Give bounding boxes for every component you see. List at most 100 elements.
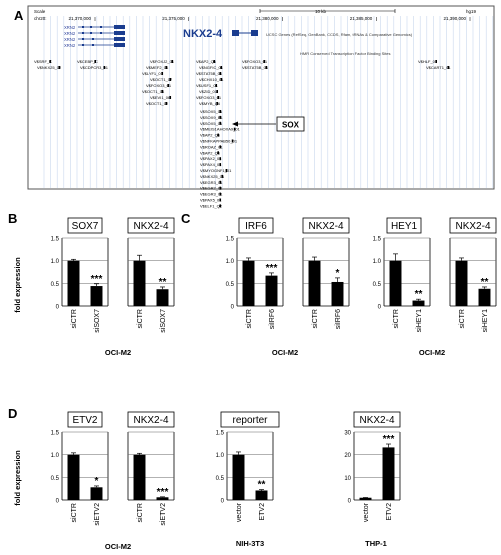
panel-b-xlabel: OCI-M2 [105,348,131,357]
tfbs-site-mark [233,127,236,131]
tfbs-site-mark [447,66,450,69]
chart-title-box [67,217,103,234]
sox-label: SOX [282,121,300,130]
tfbs-site-mark [219,163,222,167]
tfbs-label: V$EGR3_01 [200,192,223,197]
tfbs-site-mark [219,115,222,119]
tfbs-label: V$LYF1_01 [142,71,164,76]
y-tick-label: 1.5 [51,431,60,437]
tfbs-site-mark [161,90,164,93]
category-label: siCTR [393,309,400,328]
tfbs-site-mark [221,174,224,178]
panel-d3-xlabel: THP-1 [365,539,387,548]
tfbs-site-mark [169,78,172,81]
category-label: siIRF6 [335,309,342,329]
genome-browser-frame [27,5,495,190]
tfbs-label: V$FOXO3_01 [196,95,222,100]
tfbs-label: V$CHX10_01 [199,77,224,82]
tfbs-site-mark [169,96,172,99]
tfbs-label: V$STAT5B_01 [242,65,269,70]
chart-title-box [238,217,274,234]
tfbs-site-mark [219,121,222,125]
chart-title-box [127,217,175,234]
tfbs-label: V$PAX2_01 [200,156,222,161]
panel-b-ylabel: fold expression [13,257,22,313]
significance-label: ** [481,277,489,288]
bar [156,497,169,500]
tfbs-label: V$AP2_Q6 [200,133,221,138]
coordinate-label: 21,385,000 [350,16,373,21]
nkx2-4-gene-model: NKX2-4 UCSC Genes (RefSeq, GenBank, CCDS… [183,28,413,40]
category-label: vector [363,502,370,522]
y-tick-label: 0 [56,305,60,311]
category-label: siHEY1 [482,309,489,332]
chart-title-box [302,217,350,234]
tfbs-site-mark [219,145,222,149]
bar [232,454,245,500]
tfbs-label: V$PAX4_01 [200,162,222,167]
bar [389,260,402,306]
tfbs-label: V$OCT1_02 [146,101,169,106]
tfbs-label: V$FOXO3_01 [146,83,172,88]
tfbs-site-mark [219,192,222,196]
tfbs-site-mark [171,60,174,63]
tfbs-label: V$SRF_C [34,59,52,64]
assembly-label: hg19 [466,9,477,14]
tfbs-label: V$ELF1_Q2 [200,203,223,208]
panel-letter-b: B [8,211,17,226]
tfbs-label: V$NFKAPPAB50_01 [200,139,238,144]
bar-chart: 0 0.5 1.0 1.5 IRF6 siCTR *** siIRF6 [226,217,284,329]
tfbs-site-mark [165,66,168,69]
tfbs-site-mark [220,78,223,81]
bar-chart: NKX2-4 siCTR *** siETV2 [127,411,175,526]
category-label: siSOX7 [160,309,167,333]
y-tick-label: 1.5 [51,237,60,243]
bar [382,447,395,500]
category-label: siCTR [459,309,466,328]
tfbs-label: V$PAX5_01 [200,198,222,203]
tfbs-label: V$MYB_Q6 [199,101,221,106]
y-tick-label: 0 [231,305,235,311]
coordinate-label: 21,390,000 [443,16,466,21]
tfbs-site-mark [165,102,168,105]
chart-title: NKX2-4 [455,221,490,232]
chart-title: ETV2 [72,415,97,426]
bar [242,260,255,306]
tfbs-label: V$NKX25_02 [37,65,62,70]
category-label: siCTR [71,503,78,522]
category-label: siCTR [246,309,253,328]
tfbs-label: V$CEBP_C [77,59,98,64]
tfbs-site-mark [94,60,96,63]
y-tick-label: 1.0 [373,259,382,265]
tfbs-site-mark [217,133,219,137]
tfbs-label: V$EVI1_06 [150,95,171,100]
bar-chart: 0 0.5 1.0 1.5 SOX7 siCTR *** siSOX7 [51,217,109,333]
chart-title-box [386,217,422,234]
y-tick-label: 0 [221,499,225,505]
tfbs-labels: V$SRF_CV$NKX25_02 V$CEBP_CV$CDPCR3_01 V$FO… [34,59,451,208]
scale-value: 10 kb [315,9,327,14]
coordinate-label: 21,370,000 [68,16,91,21]
chart-title: NKX2-4 [308,221,343,232]
panel-letter-d: D [8,406,17,421]
chart-title: HEY1 [391,221,418,232]
y-tick-label: 0.5 [51,282,60,288]
tfbs-site-mark [219,180,222,184]
tfbs-label: V$OCT1_04 [142,89,165,94]
category-label: siCTR [71,309,78,328]
category-label: siCTR [137,309,144,328]
xrn2-gene-models: XRN2 XRN2 XRN2 XRN2 [64,25,125,48]
tfbs-label: V$EGR3_01 [200,180,223,185]
tfbs-label: V$MEF2_04 [146,65,169,70]
chart-title-box [67,411,103,428]
chart-title-box [127,411,175,428]
panel-d-xlabel: OCI-M2 [105,542,131,550]
category-label: siIRF6 [269,309,276,329]
tfbs-label: V$NKX25_01 [200,174,225,179]
tfbs-site-mark [435,60,437,63]
chart-title-box [353,411,401,428]
panel-c2-xlabel: OCI-M2 [419,348,445,357]
tfbs-label: V$FOXJ2_01 [150,59,175,64]
